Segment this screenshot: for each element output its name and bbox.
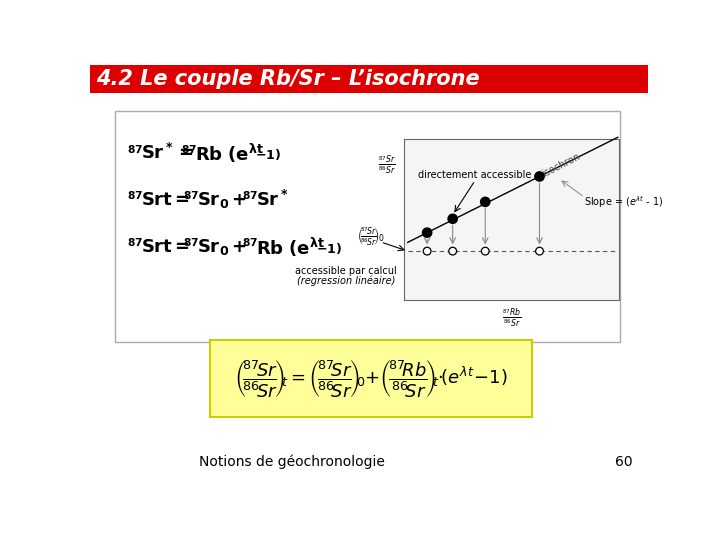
Text: $\mathbf{Sr^* = }$: $\mathbf{Sr^* = }$ — [141, 143, 194, 164]
Text: accessible par calcul: accessible par calcul — [295, 266, 397, 276]
Text: $\frac{^{87}Rb}{^{86}Sr}$: $\frac{^{87}Rb}{^{86}Sr}$ — [502, 307, 521, 329]
Bar — [114, 111, 620, 342]
Text: $\mathbf{^{87}}$: $\mathbf{^{87}}$ — [242, 240, 258, 255]
Circle shape — [535, 172, 544, 181]
Circle shape — [536, 247, 544, 255]
Text: $\mathbf{^{87}}$: $\mathbf{^{87}}$ — [127, 192, 143, 207]
Circle shape — [481, 197, 490, 206]
Text: $\mathbf{^{87}}$: $\mathbf{^{87}}$ — [127, 146, 143, 161]
Text: $\mathbf{^{87}}$: $\mathbf{^{87}}$ — [181, 146, 198, 161]
Bar — [90, 65, 648, 92]
Text: Notions de géochronologie: Notions de géochronologie — [199, 455, 384, 469]
Text: 60: 60 — [615, 455, 632, 469]
Text: 4.2 Le couple Rb/Sr – L’isochrone: 4.2 Le couple Rb/Sr – L’isochrone — [96, 69, 480, 89]
Text: $\mathbf{Sr_0 + }$: $\mathbf{Sr_0 + }$ — [197, 190, 247, 210]
Text: $\mathbf{^{87}}$: $\mathbf{^{87}}$ — [183, 192, 199, 207]
Bar — [404, 139, 619, 300]
Text: $\mathbf{Srt = }$: $\mathbf{Srt = }$ — [141, 238, 190, 256]
Bar — [210, 340, 532, 417]
Text: $\left(\!\frac{^{87}\!Sr}{^{86}\!Sr}\!\right)_{\!0}$: $\left(\!\frac{^{87}\!Sr}{^{86}\!Sr}\!\r… — [357, 225, 384, 247]
Text: directement accessible: directement accessible — [418, 170, 532, 180]
Text: $\mathbf{Rb\ (e^{\lambda t}}$: $\mathbf{Rb\ (e^{\lambda t}}$ — [256, 235, 325, 259]
Text: Slope = $(e^{\lambda t}$ - 1): Slope = $(e^{\lambda t}$ - 1) — [585, 194, 664, 210]
Text: $\mathbf{^{87}}$: $\mathbf{^{87}}$ — [242, 192, 258, 207]
Text: $\mathbf{_{-1)}}$: $\mathbf{_{-1)}}$ — [255, 144, 282, 163]
Text: $\mathbf{^{87}}$: $\mathbf{^{87}}$ — [127, 240, 143, 255]
Text: $\mathbf{_{-1)}}$: $\mathbf{_{-1)}}$ — [315, 238, 342, 256]
Circle shape — [423, 247, 431, 255]
Circle shape — [423, 228, 432, 237]
Circle shape — [449, 247, 456, 255]
Circle shape — [482, 247, 489, 255]
Text: $\mathbf{Rb\ (e^{\lambda t}}$: $\mathbf{Rb\ (e^{\lambda t}}$ — [195, 141, 264, 165]
Text: $\mathbf{Sr_0 + }$: $\mathbf{Sr_0 + }$ — [197, 237, 247, 257]
Text: $\mathbf{Srt = }$: $\mathbf{Srt = }$ — [141, 191, 190, 208]
Text: $\left(\!\dfrac{^{87}\!Sr}{^{86}\!Sr}\!\right)_{\!\!t}$$= \left(\!\dfrac{^{87}\!: $\left(\!\dfrac{^{87}\!Sr}{^{86}\!Sr}\!\… — [234, 358, 508, 400]
Circle shape — [448, 214, 457, 224]
Text: isochron: isochron — [541, 151, 582, 179]
Text: (regression linéaire): (regression linéaire) — [297, 275, 395, 286]
Text: $\mathbf{^{87}}$: $\mathbf{^{87}}$ — [183, 240, 199, 255]
Text: $\mathbf{Sr^*}$: $\mathbf{Sr^*}$ — [256, 190, 289, 210]
Text: $\frac{^{87}Sr}{^{86}Sr}$: $\frac{^{87}Sr}{^{86}Sr}$ — [379, 154, 396, 176]
